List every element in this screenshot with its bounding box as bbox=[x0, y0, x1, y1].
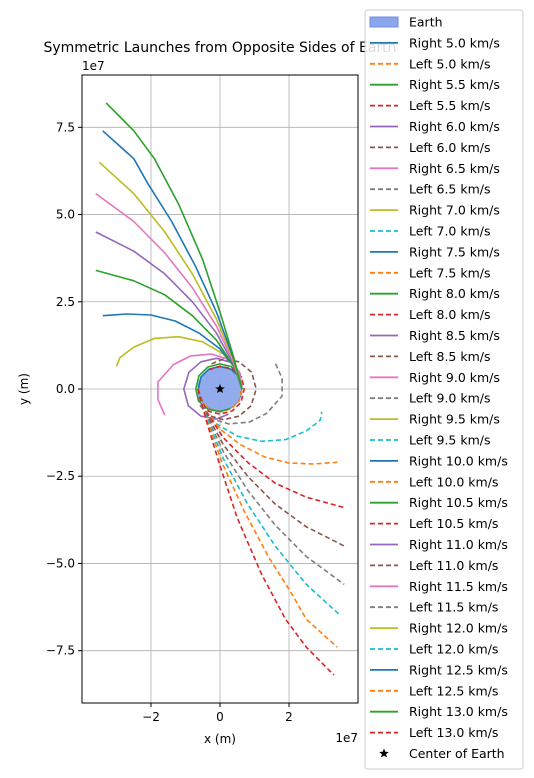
legend-label: Right 12.5 km/s bbox=[409, 662, 508, 677]
legend-label: Left 8.5 km/s bbox=[409, 349, 490, 364]
legend-label: Left 11.0 km/s bbox=[409, 558, 498, 573]
center-marker-layer bbox=[215, 384, 225, 394]
legend-swatch bbox=[379, 748, 389, 758]
trajectory-series bbox=[95, 102, 345, 676]
legend-label: Right 8.5 km/s bbox=[409, 328, 500, 343]
x-axis-exponent: 1e7 bbox=[335, 731, 358, 745]
y-tick-label: 7.5 bbox=[56, 120, 75, 134]
legend-label: Left 5.0 km/s bbox=[409, 56, 490, 71]
center-of-earth-marker bbox=[215, 384, 225, 394]
series-line bbox=[197, 388, 342, 617]
legend-label: Left 12.0 km/s bbox=[409, 642, 498, 657]
series-line bbox=[197, 388, 338, 648]
legend-label: Left 11.5 km/s bbox=[409, 600, 498, 615]
legend-label: Right 6.5 km/s bbox=[409, 161, 500, 176]
legend-label: Right 5.0 km/s bbox=[409, 35, 500, 50]
series-line bbox=[105, 102, 243, 390]
legend-label: Right 11.0 km/s bbox=[409, 537, 508, 552]
legend-label: Left 10.5 km/s bbox=[409, 516, 498, 531]
legend-label: Left 7.5 km/s bbox=[409, 265, 490, 280]
chart-title: Symmetric Launches from Opposite Sides o… bbox=[43, 40, 396, 56]
x-tick-label: −2 bbox=[142, 710, 160, 724]
legend-label: Left 10.0 km/s bbox=[409, 474, 498, 489]
legend-label: Right 7.5 km/s bbox=[409, 244, 500, 259]
legend-label: Right 6.0 km/s bbox=[409, 119, 500, 134]
x-tick-label: 2 bbox=[285, 710, 293, 724]
legend-label: Right 9.5 km/s bbox=[409, 412, 500, 427]
y-tick-label: 2.5 bbox=[56, 295, 75, 309]
legend-swatch bbox=[369, 16, 399, 28]
series-line bbox=[197, 388, 335, 676]
y-axis-label: y (m) bbox=[17, 373, 31, 405]
legend-label: Right 10.5 km/s bbox=[409, 495, 508, 510]
legend-label: Left 12.5 km/s bbox=[409, 683, 498, 698]
y-tick-label: −5.0 bbox=[46, 556, 75, 570]
legend-label: Left 7.0 km/s bbox=[409, 224, 490, 239]
y-tick-label: −2.5 bbox=[46, 469, 75, 483]
legend-label: Center of Earth bbox=[409, 746, 505, 761]
legend-label: Right 9.0 km/s bbox=[409, 370, 500, 385]
series-line bbox=[197, 362, 283, 425]
legend-label: Right 11.5 km/s bbox=[409, 579, 508, 594]
legend: Earth Right 5.0 km/s Left 5.0 km/s Right 5.… bbox=[364, 9, 524, 770]
series-line bbox=[197, 365, 245, 415]
y-axis-ticks: −7.5 −5.0 −2.5 0.0 2.5 5.0 7.5 bbox=[46, 120, 82, 658]
x-axis-ticks: −2 0 2 bbox=[142, 703, 293, 724]
legend-label: Left 13.0 km/s bbox=[409, 725, 498, 740]
series-line bbox=[102, 130, 243, 390]
y-axis-exponent: 1e7 bbox=[82, 59, 105, 73]
y-tick-label: 5.0 bbox=[56, 208, 75, 222]
legend-label: Right 7.0 km/s bbox=[409, 203, 500, 218]
x-axis-label: x (m) bbox=[204, 732, 236, 746]
legend-label: Right 13.0 km/s bbox=[409, 704, 508, 719]
y-tick-label: 0.0 bbox=[56, 382, 75, 396]
legend-label: Earth bbox=[409, 15, 443, 30]
y-tick-label: −7.5 bbox=[46, 644, 75, 658]
legend-label: Left 8.0 km/s bbox=[409, 307, 490, 322]
legend-label: Left 6.5 km/s bbox=[409, 182, 490, 197]
legend-frame bbox=[364, 9, 524, 770]
legend-label: Right 5.5 km/s bbox=[409, 77, 500, 92]
legend-label: Right 8.0 km/s bbox=[409, 286, 500, 301]
legend-label: Left 6.0 km/s bbox=[409, 140, 490, 155]
legend-label: Left 5.5 km/s bbox=[409, 98, 490, 113]
legend-label: Right 12.0 km/s bbox=[409, 621, 508, 636]
legend-label: Left 9.5 km/s bbox=[409, 433, 490, 448]
x-tick-label: 0 bbox=[216, 710, 224, 724]
legend-label: Right 10.0 km/s bbox=[409, 453, 508, 468]
legend-label: Left 9.0 km/s bbox=[409, 391, 490, 406]
